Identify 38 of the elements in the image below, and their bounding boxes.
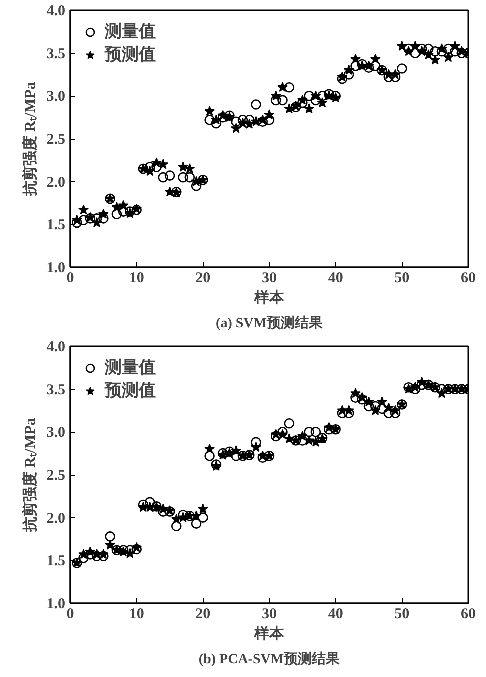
legend-label: 预测值: [105, 44, 156, 66]
x-tick-label: 30: [262, 270, 277, 286]
text: (a) SVM预测结果: [216, 316, 324, 332]
x-tick-label: 60: [461, 606, 476, 622]
y-tick-label: 2.0: [46, 510, 66, 527]
y-axis-title: 抗剪强度 Rₜ/MPa: [20, 82, 39, 197]
x-tick-label: 20: [196, 270, 211, 286]
y-tick-label: 3.5: [46, 46, 66, 62]
x-tick-label: 0: [66, 606, 74, 622]
x-tick-label: 20: [196, 606, 211, 622]
x-tick-label: 30: [262, 606, 277, 622]
x-tick-label: 10: [129, 270, 144, 286]
y-tick-label: 1.5: [46, 218, 66, 234]
x-tick-label: 50: [394, 606, 410, 622]
legend-label: 测量值: [105, 357, 156, 379]
y-tick-label: 1.5: [46, 554, 66, 570]
x-axis-title: 样本: [254, 626, 286, 642]
y-tick-label: 2.5: [46, 468, 66, 484]
x-tick-label: 40: [328, 270, 344, 286]
y-axis-title: 抗剪强度 Rₜ/MPa: [20, 418, 39, 533]
y-tick-label: 1.0: [46, 596, 66, 612]
legend-label: 预测值: [105, 380, 156, 402]
y-tick-label: 4.0: [46, 4, 66, 20]
y-tick-label: 2.0: [46, 174, 66, 191]
y-tick-label: 2.5: [46, 132, 66, 148]
x-tick-label: 0: [66, 270, 74, 286]
y-tick-label: 1.0: [46, 260, 66, 276]
x-tick-label: 60: [461, 270, 476, 286]
y-tick-label: 3.5: [46, 382, 66, 398]
x-axis-title: 样本: [254, 290, 286, 306]
x-tick-label: 40: [328, 606, 344, 622]
text: (b) PCA-SVM预测结果: [198, 652, 342, 668]
y-tick-label: 3.0: [46, 89, 66, 106]
x-tick-label: 10: [129, 606, 144, 622]
legend-label: 测量值: [105, 21, 156, 43]
x-tick-label: 50: [394, 270, 410, 286]
y-tick-label: 4.0: [46, 340, 66, 356]
y-tick-label: 3.0: [46, 425, 66, 442]
